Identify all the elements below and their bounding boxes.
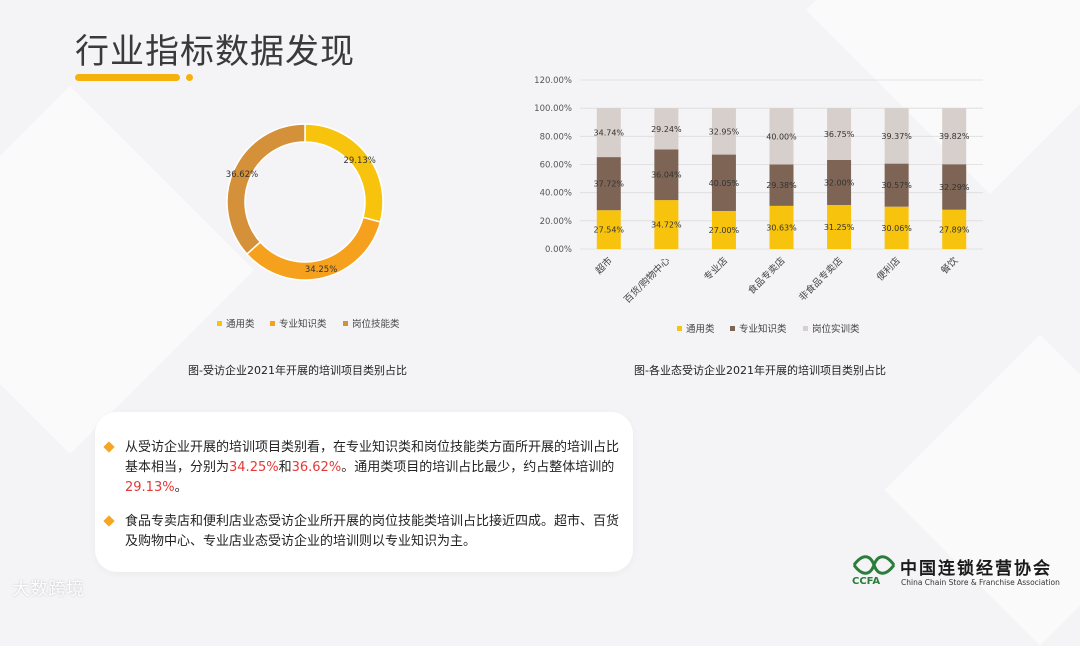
legend-label: 专业知识类 [279,318,327,330]
bar-value-label: 31.25% [824,223,855,232]
donut-chart: 29.13% 34.25% 36.62% 通用类 专业知识类 岗位技能类 [217,123,400,330]
bar-value-label: 36.04% [651,171,682,180]
bar-value-label: 39.82% [939,132,970,141]
bar-value-label: 34.72% [651,221,682,230]
bar-segment [884,163,909,207]
bar-segment [884,108,909,164]
x-tick-label: 超市 [593,254,615,276]
summary-bullet-2: 食品专卖店和便利店业态受访企业所开展的岗位技能类培训占比接近四成。超市、百货及购… [103,512,620,552]
bar-value-label: 30.06% [881,224,912,233]
bar-segment [654,149,679,201]
diamond-bullet-icon [103,515,115,527]
bar-segment [769,205,794,249]
caption-right: 图-各业态受访企业2021年开展的培训项目类别占比 [634,364,886,377]
summary-text: 从受访企业开展的培训项目类别看，在专业知识类和岗位技能类方面所开展的培训占比基本… [125,440,620,475]
legend-label: 岗位实训类 [812,323,860,335]
title-underline [75,74,180,81]
bar-value-label: 40.00% [766,132,797,141]
bar-segment [827,159,852,205]
y-tick-label: 120.00% [534,76,572,86]
bar-value-label: 27.89% [939,225,970,234]
y-tick-label: 0.00% [545,245,572,255]
bar-value-label: 40.05% [709,179,740,188]
x-tick-label: 餐饮 [938,254,960,276]
logo-chinese-name: 中国连锁经营协会 [900,559,1052,579]
bar-segment [596,210,621,249]
legend-swatch [730,326,735,331]
legend-swatch [677,326,682,331]
legend-label: 岗位技能类 [352,318,400,330]
background-shape [884,334,1080,646]
logo-english-name: China Chain Store & Franchise Associatio… [901,578,1060,587]
x-tick-label: 非食品专卖店 [796,255,845,304]
slice-label: 34.25% [305,265,337,275]
highlight-value: 29.13% [125,480,175,495]
donut-slice [304,123,384,223]
bar-value-label: 30.63% [766,223,797,232]
bar-value-label: 30.57% [881,181,912,190]
bar-value-label: 27.00% [709,226,740,235]
bar-segment [596,157,621,211]
bar-value-label: 37.72% [594,180,625,189]
slice-label: 36.62% [226,170,258,180]
summary-text: 。 [174,480,188,495]
summary-text: 。通用类项目的培训占比最少，约占整体培训的 [341,460,615,475]
bar-segment [827,108,852,160]
bar-segment [769,164,794,206]
summary-text: 食品专卖店和便利店业态受访企业所开展的岗位技能类培训占比接近四成。超市、百货及购… [125,514,620,549]
bar-segment [654,108,679,150]
bar-value-label: 32.00% [824,178,855,187]
x-tick-label: 便利店 [874,255,903,284]
legend-swatch [343,321,348,326]
x-tick-label: 百货/购物中心 [621,254,672,305]
diamond-bullet-icon [103,441,115,453]
summary-text: 和 [278,460,292,475]
legend-swatch [270,321,275,326]
y-tick-label: 20.00% [540,217,572,227]
bar-value-label: 29.24% [651,125,682,134]
legend-swatch [217,321,222,326]
ccfa-logo-icon [852,555,896,575]
y-tick-label: 40.00% [540,189,572,199]
bar-value-label: 29.38% [766,181,797,190]
bar-segment [942,108,967,165]
bar-value-label: 27.54% [594,226,625,235]
y-tick-label: 80.00% [540,132,572,142]
caption-left: 图-受访企业2021年开展的培训项目类别占比 [188,364,407,377]
bar-segment [711,108,736,155]
bar-segment [711,154,736,211]
x-tick-label: 食品专卖店 [746,255,788,297]
bar-segment [884,206,909,249]
bar-value-label: 36.75% [824,130,855,139]
bar-value-label: 34.74% [594,129,625,138]
legend-label: 通用类 [686,323,715,335]
slice-label: 29.13% [343,156,375,166]
stacked-bar-chart: 0.00% 20.00% 40.00% 60.00% 80.00% 100.00% 120.… [534,76,983,335]
title-underline-dot [186,74,193,81]
bar-value-label: 32.95% [709,127,740,136]
y-tick-label: 100.00% [534,104,572,114]
bar-segment [942,209,967,249]
bar-segment [769,108,794,165]
bar-segment [942,164,967,210]
bar-segment [711,210,736,249]
legend-label: 专业知识类 [739,323,787,335]
summary-bullet-1: 从受访企业开展的培训项目类别看，在专业知识类和岗位技能类方面所开展的培训占比基本… [103,438,620,498]
bar-value-label: 39.37% [881,132,912,141]
highlight-value: 36.62% [291,460,342,475]
summary-card: 从受访企业开展的培训项目类别看，在专业知识类和岗位技能类方面所开展的培训占比基本… [95,412,633,572]
bar-segment [654,200,679,249]
bar-value-label: 32.29% [939,183,970,192]
bar-segment [827,204,852,249]
y-tick-label: 60.00% [540,161,572,171]
watermark: 大数跨境 [12,579,84,600]
highlight-value: 34.25% [229,460,279,475]
x-tick-label: 专业店 [701,255,730,284]
logo-abbreviation: CCFA [852,576,881,587]
legend-label: 通用类 [226,318,255,330]
legend-swatch [803,326,808,331]
donut-slice [226,123,306,256]
page-title: 行业指标数据发现 [75,32,355,72]
bar-segment [596,108,621,158]
